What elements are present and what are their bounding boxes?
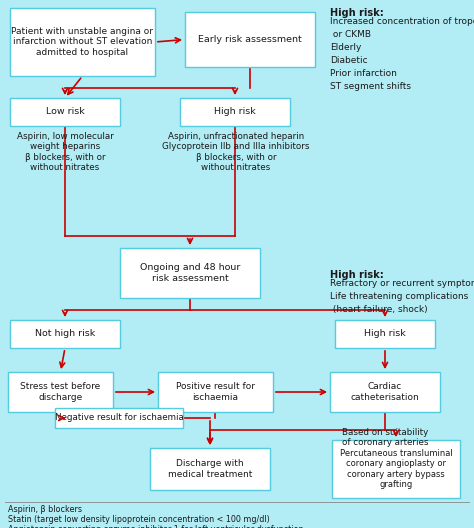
FancyBboxPatch shape (55, 408, 183, 428)
FancyBboxPatch shape (120, 248, 260, 298)
FancyBboxPatch shape (332, 440, 460, 498)
Text: Percutaneous transluminal
coronary angioplasty or
coronary artery bypass
graftin: Percutaneous transluminal coronary angio… (340, 449, 452, 489)
Text: Early risk assessment: Early risk assessment (198, 35, 302, 44)
Text: Negative result for ischaemia: Negative result for ischaemia (55, 413, 184, 422)
Text: ST segment shifts: ST segment shifts (330, 82, 411, 91)
Text: High risk:: High risk: (330, 8, 384, 18)
Text: Aspirin, low molecular
weight heparins
β blockers, with or
without nitrates: Aspirin, low molecular weight heparins β… (17, 132, 113, 172)
Text: High risk:: High risk: (330, 270, 384, 280)
Text: Ongoing and 48 hour
risk assessment: Ongoing and 48 hour risk assessment (140, 263, 240, 282)
FancyBboxPatch shape (10, 320, 120, 348)
FancyBboxPatch shape (10, 8, 155, 76)
Text: Discharge with
medical treatment: Discharge with medical treatment (168, 459, 252, 479)
Text: Life threatening complications: Life threatening complications (330, 292, 468, 301)
FancyBboxPatch shape (335, 320, 435, 348)
Text: Cardiac
catheterisation: Cardiac catheterisation (351, 382, 419, 402)
Text: Refractory or recurrent symptoms: Refractory or recurrent symptoms (330, 279, 474, 288)
Text: Elderly: Elderly (330, 43, 361, 52)
Text: Statin (target low density lipoprotein concentration < 100 mg/dl): Statin (target low density lipoprotein c… (8, 515, 270, 524)
Text: Based on suitability
of coronary arteries: Based on suitability of coronary arterie… (342, 428, 428, 447)
FancyBboxPatch shape (180, 98, 290, 126)
Text: (heart failure, shock): (heart failure, shock) (330, 305, 428, 314)
Text: Angiotensin converting enzyme inhibitor-1 for left ventricular dysfunction: Angiotensin converting enzyme inhibitor-… (8, 525, 303, 528)
Text: Stress test before
discharge: Stress test before discharge (20, 382, 100, 402)
FancyBboxPatch shape (330, 372, 440, 412)
Text: High risk: High risk (364, 329, 406, 338)
FancyBboxPatch shape (185, 12, 315, 67)
Text: Low risk: Low risk (46, 108, 84, 117)
FancyBboxPatch shape (150, 448, 270, 490)
Text: Not high risk: Not high risk (35, 329, 95, 338)
Text: Aspirin, unfractionated heparin
Glycoprotein IIb and IIIa inhibitors
β blockers,: Aspirin, unfractionated heparin Glycopro… (162, 132, 310, 172)
FancyBboxPatch shape (8, 372, 113, 412)
Text: Positive result for
ischaemia: Positive result for ischaemia (176, 382, 255, 402)
Text: Aspirin, β blockers: Aspirin, β blockers (8, 505, 82, 514)
Text: Diabetic: Diabetic (330, 56, 368, 65)
Text: or CKMB: or CKMB (330, 30, 371, 39)
Text: Patient with unstable angina or
infarction without ST elevation
admitted to hosp: Patient with unstable angina or infarcti… (11, 27, 154, 57)
Text: Increased concentration of troponin: Increased concentration of troponin (330, 17, 474, 26)
FancyBboxPatch shape (10, 98, 120, 126)
Text: High risk: High risk (214, 108, 256, 117)
FancyBboxPatch shape (158, 372, 273, 412)
Text: Prior infarction: Prior infarction (330, 69, 397, 78)
